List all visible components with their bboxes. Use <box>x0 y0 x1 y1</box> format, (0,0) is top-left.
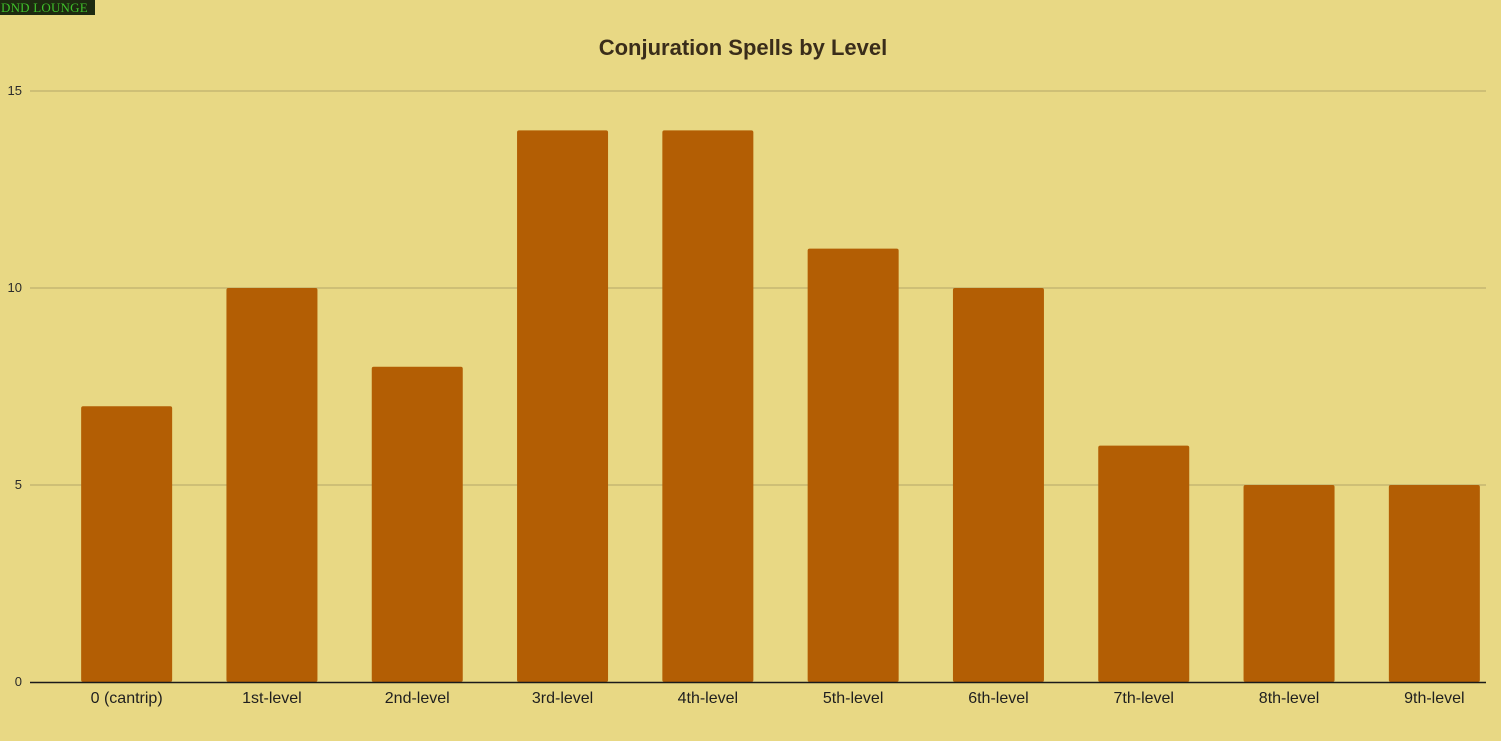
dnd-lounge-logo[interactable]: DND LOUNGE <box>0 0 95 15</box>
x-tick-label: 5th-level <box>823 690 883 707</box>
bar[interactable] <box>952 288 1044 682</box>
x-tick-label: 1st-level <box>242 690 302 707</box>
x-tick-label: 7th-level <box>1114 690 1174 707</box>
y-tick-label: 10 <box>8 280 22 295</box>
bar[interactable] <box>517 130 609 682</box>
chart-title: Conjuration Spells by Level <box>599 35 888 60</box>
x-tick-label: 6th-level <box>968 690 1028 707</box>
bar[interactable] <box>1388 485 1480 682</box>
x-tick-label: 0 (cantrip) <box>91 690 163 707</box>
y-tick-label: 0 <box>15 674 22 689</box>
x-tick-label: 3rd-level <box>532 690 593 707</box>
x-tick-label: 4th-level <box>678 690 738 707</box>
bar[interactable] <box>662 130 754 682</box>
y-tick-label: 5 <box>15 477 22 492</box>
x-axis-ticks: 0 (cantrip) 1st-level 2nd-level 3rd-level 4t… <box>91 690 1465 707</box>
x-tick-label: 9th-level <box>1404 690 1464 707</box>
x-tick-label: 8th-level <box>1259 690 1319 707</box>
bar[interactable] <box>1098 445 1190 682</box>
bar[interactable] <box>81 406 173 682</box>
bar[interactable] <box>226 288 318 682</box>
y-axis-ticks: 0 5 10 15 <box>8 83 22 689</box>
bar[interactable] <box>371 366 463 682</box>
y-tick-label: 15 <box>8 83 22 98</box>
bar[interactable] <box>1243 485 1335 682</box>
bars <box>81 130 1480 682</box>
bar[interactable] <box>807 248 899 682</box>
x-tick-label: 2nd-level <box>385 690 450 707</box>
